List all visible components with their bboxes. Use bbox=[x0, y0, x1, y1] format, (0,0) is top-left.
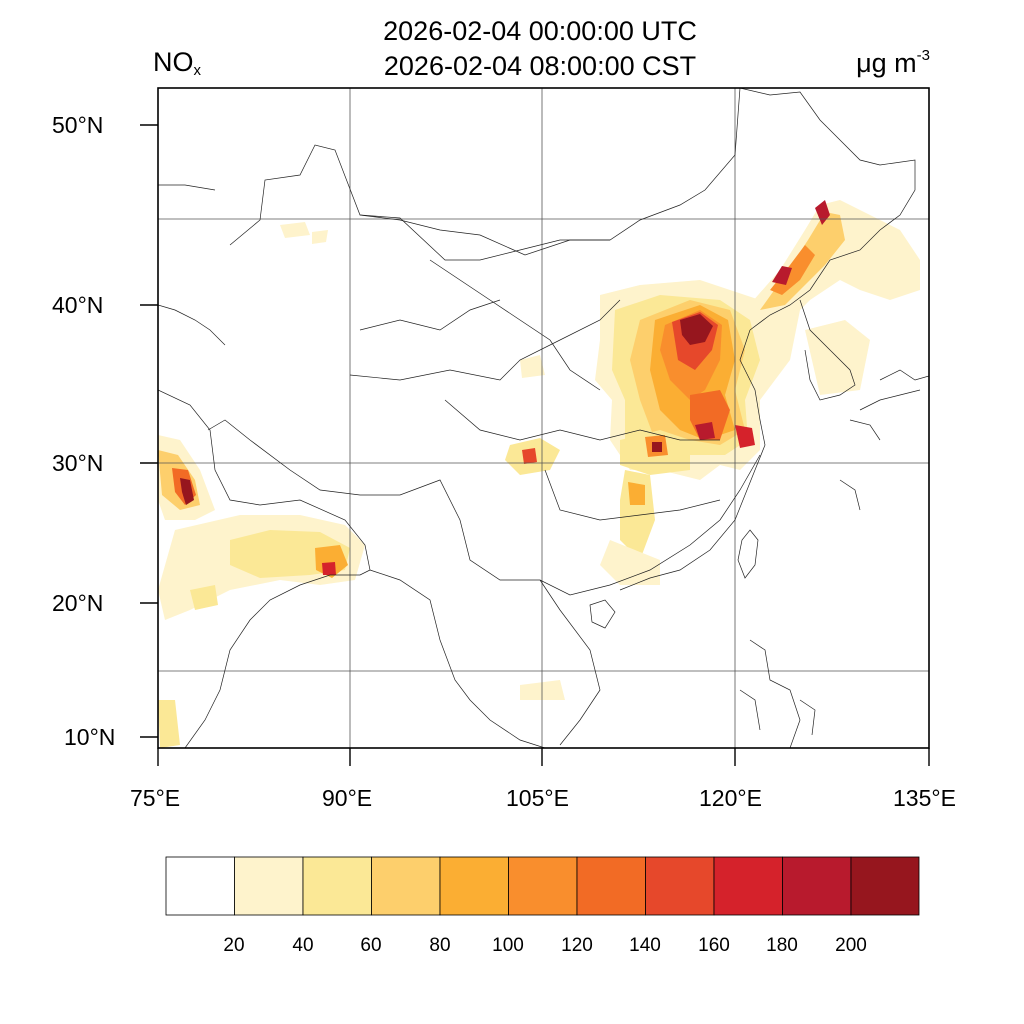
nox-field-delhi-200 bbox=[180, 478, 194, 505]
nox-field-xinjiang-20 bbox=[280, 222, 310, 238]
colorbar-box-9 bbox=[782, 856, 852, 916]
lon-ticks bbox=[157, 748, 930, 766]
lat-label-50: 50°N bbox=[52, 112, 104, 138]
coast-east bbox=[619, 329, 766, 591]
units-superscript: -3 bbox=[916, 47, 930, 64]
colorbar-label-20: 20 bbox=[223, 935, 245, 956]
nox-field-prd-20 bbox=[600, 540, 660, 585]
colorbar-label-40: 40 bbox=[292, 935, 314, 956]
mongolia-boundary bbox=[359, 214, 610, 261]
nox-field-kolkata-160 bbox=[322, 562, 336, 575]
internal-boundary-4 bbox=[544, 469, 721, 521]
colorbar bbox=[165, 856, 920, 916]
internal-boundary-2 bbox=[444, 399, 720, 441]
china-outline bbox=[229, 88, 916, 331]
lon-label-135: 135°E bbox=[893, 785, 956, 811]
nox-field-chengdu-140 bbox=[522, 448, 537, 464]
colorbar-label-200: 200 bbox=[835, 935, 867, 956]
hainan-outline bbox=[589, 599, 616, 629]
nox-field-india-west-40 bbox=[190, 585, 218, 610]
variable-label: NOx bbox=[153, 47, 201, 79]
title-utc: 2026-02-04 00:00:00 UTC bbox=[383, 16, 697, 46]
graticule bbox=[158, 88, 929, 748]
variable-subscript: x bbox=[193, 62, 202, 79]
korea-outline bbox=[799, 299, 856, 401]
lat-label-10: 10°N bbox=[64, 724, 116, 750]
boundaries bbox=[158, 88, 929, 748]
nox-field-wuhan-200 bbox=[652, 442, 662, 452]
colorbar-box-10 bbox=[850, 856, 920, 916]
lat-label-20: 20°N bbox=[52, 590, 104, 616]
colorbar-box-4 bbox=[439, 856, 509, 916]
nox-field-ytd-160 bbox=[735, 425, 755, 448]
nox-field-shenyang-180 bbox=[772, 266, 792, 285]
taiwan-outline bbox=[737, 529, 759, 579]
nox-field-jiangsu-180 bbox=[695, 422, 715, 440]
nox-field-sichuan-north-20 bbox=[520, 355, 545, 378]
internal-boundary-3 bbox=[429, 259, 601, 391]
indochina-outline bbox=[539, 579, 601, 746]
lon-label-90: 90°E bbox=[322, 785, 373, 811]
nox-field-india-south-40 bbox=[158, 700, 180, 748]
variable-base: NO bbox=[153, 47, 194, 77]
nox-field-ncp-200 bbox=[680, 314, 713, 345]
title-cst: 2026-02-04 08:00:00 CST bbox=[383, 51, 697, 81]
colorbar-box-2 bbox=[302, 856, 372, 916]
lon-label-105: 105°E bbox=[506, 785, 569, 811]
colorbar-box-6 bbox=[576, 856, 646, 916]
philippines-outline bbox=[739, 639, 816, 748]
colorbar-box-3 bbox=[371, 856, 441, 916]
colorbar-box-7 bbox=[645, 856, 715, 916]
colorbar-label-180: 180 bbox=[766, 935, 798, 956]
colorbar-label-80: 80 bbox=[429, 935, 451, 956]
china-south-outline bbox=[207, 419, 761, 596]
units-label: μg m-3 bbox=[780, 47, 930, 79]
colorbar-label-60: 60 bbox=[360, 935, 382, 956]
units-base: μg m bbox=[856, 48, 917, 78]
pollution-field bbox=[158, 200, 920, 748]
colorbar-box-1 bbox=[234, 856, 304, 916]
lon-label-120: 120°E bbox=[699, 785, 762, 811]
lon-label-75: 75°E bbox=[130, 785, 181, 811]
internal-boundary-5 bbox=[359, 299, 501, 331]
colorbar-label-140: 140 bbox=[629, 935, 661, 956]
lat-label-40: 40°N bbox=[52, 292, 104, 318]
internal-boundary-1 bbox=[349, 299, 621, 381]
se-asia-outline bbox=[369, 569, 546, 748]
map-frame bbox=[157, 87, 930, 749]
nox-field-south-80 bbox=[628, 482, 645, 505]
colorbar-box-0 bbox=[165, 856, 235, 916]
lat-label-30: 30°N bbox=[52, 450, 104, 476]
kazakh-border bbox=[158, 184, 226, 346]
lat-ticks bbox=[140, 124, 158, 738]
colorbar-box-5 bbox=[508, 856, 578, 916]
nox-field-xinjiang-20b bbox=[312, 230, 328, 244]
colorbar-label-160: 160 bbox=[698, 935, 730, 956]
nox-field-sea-20 bbox=[520, 680, 565, 700]
colorbar-label-100: 100 bbox=[492, 935, 524, 956]
japan-outline bbox=[839, 369, 929, 511]
colorbar-label-120: 120 bbox=[561, 935, 593, 956]
colorbar-box-8 bbox=[713, 856, 783, 916]
